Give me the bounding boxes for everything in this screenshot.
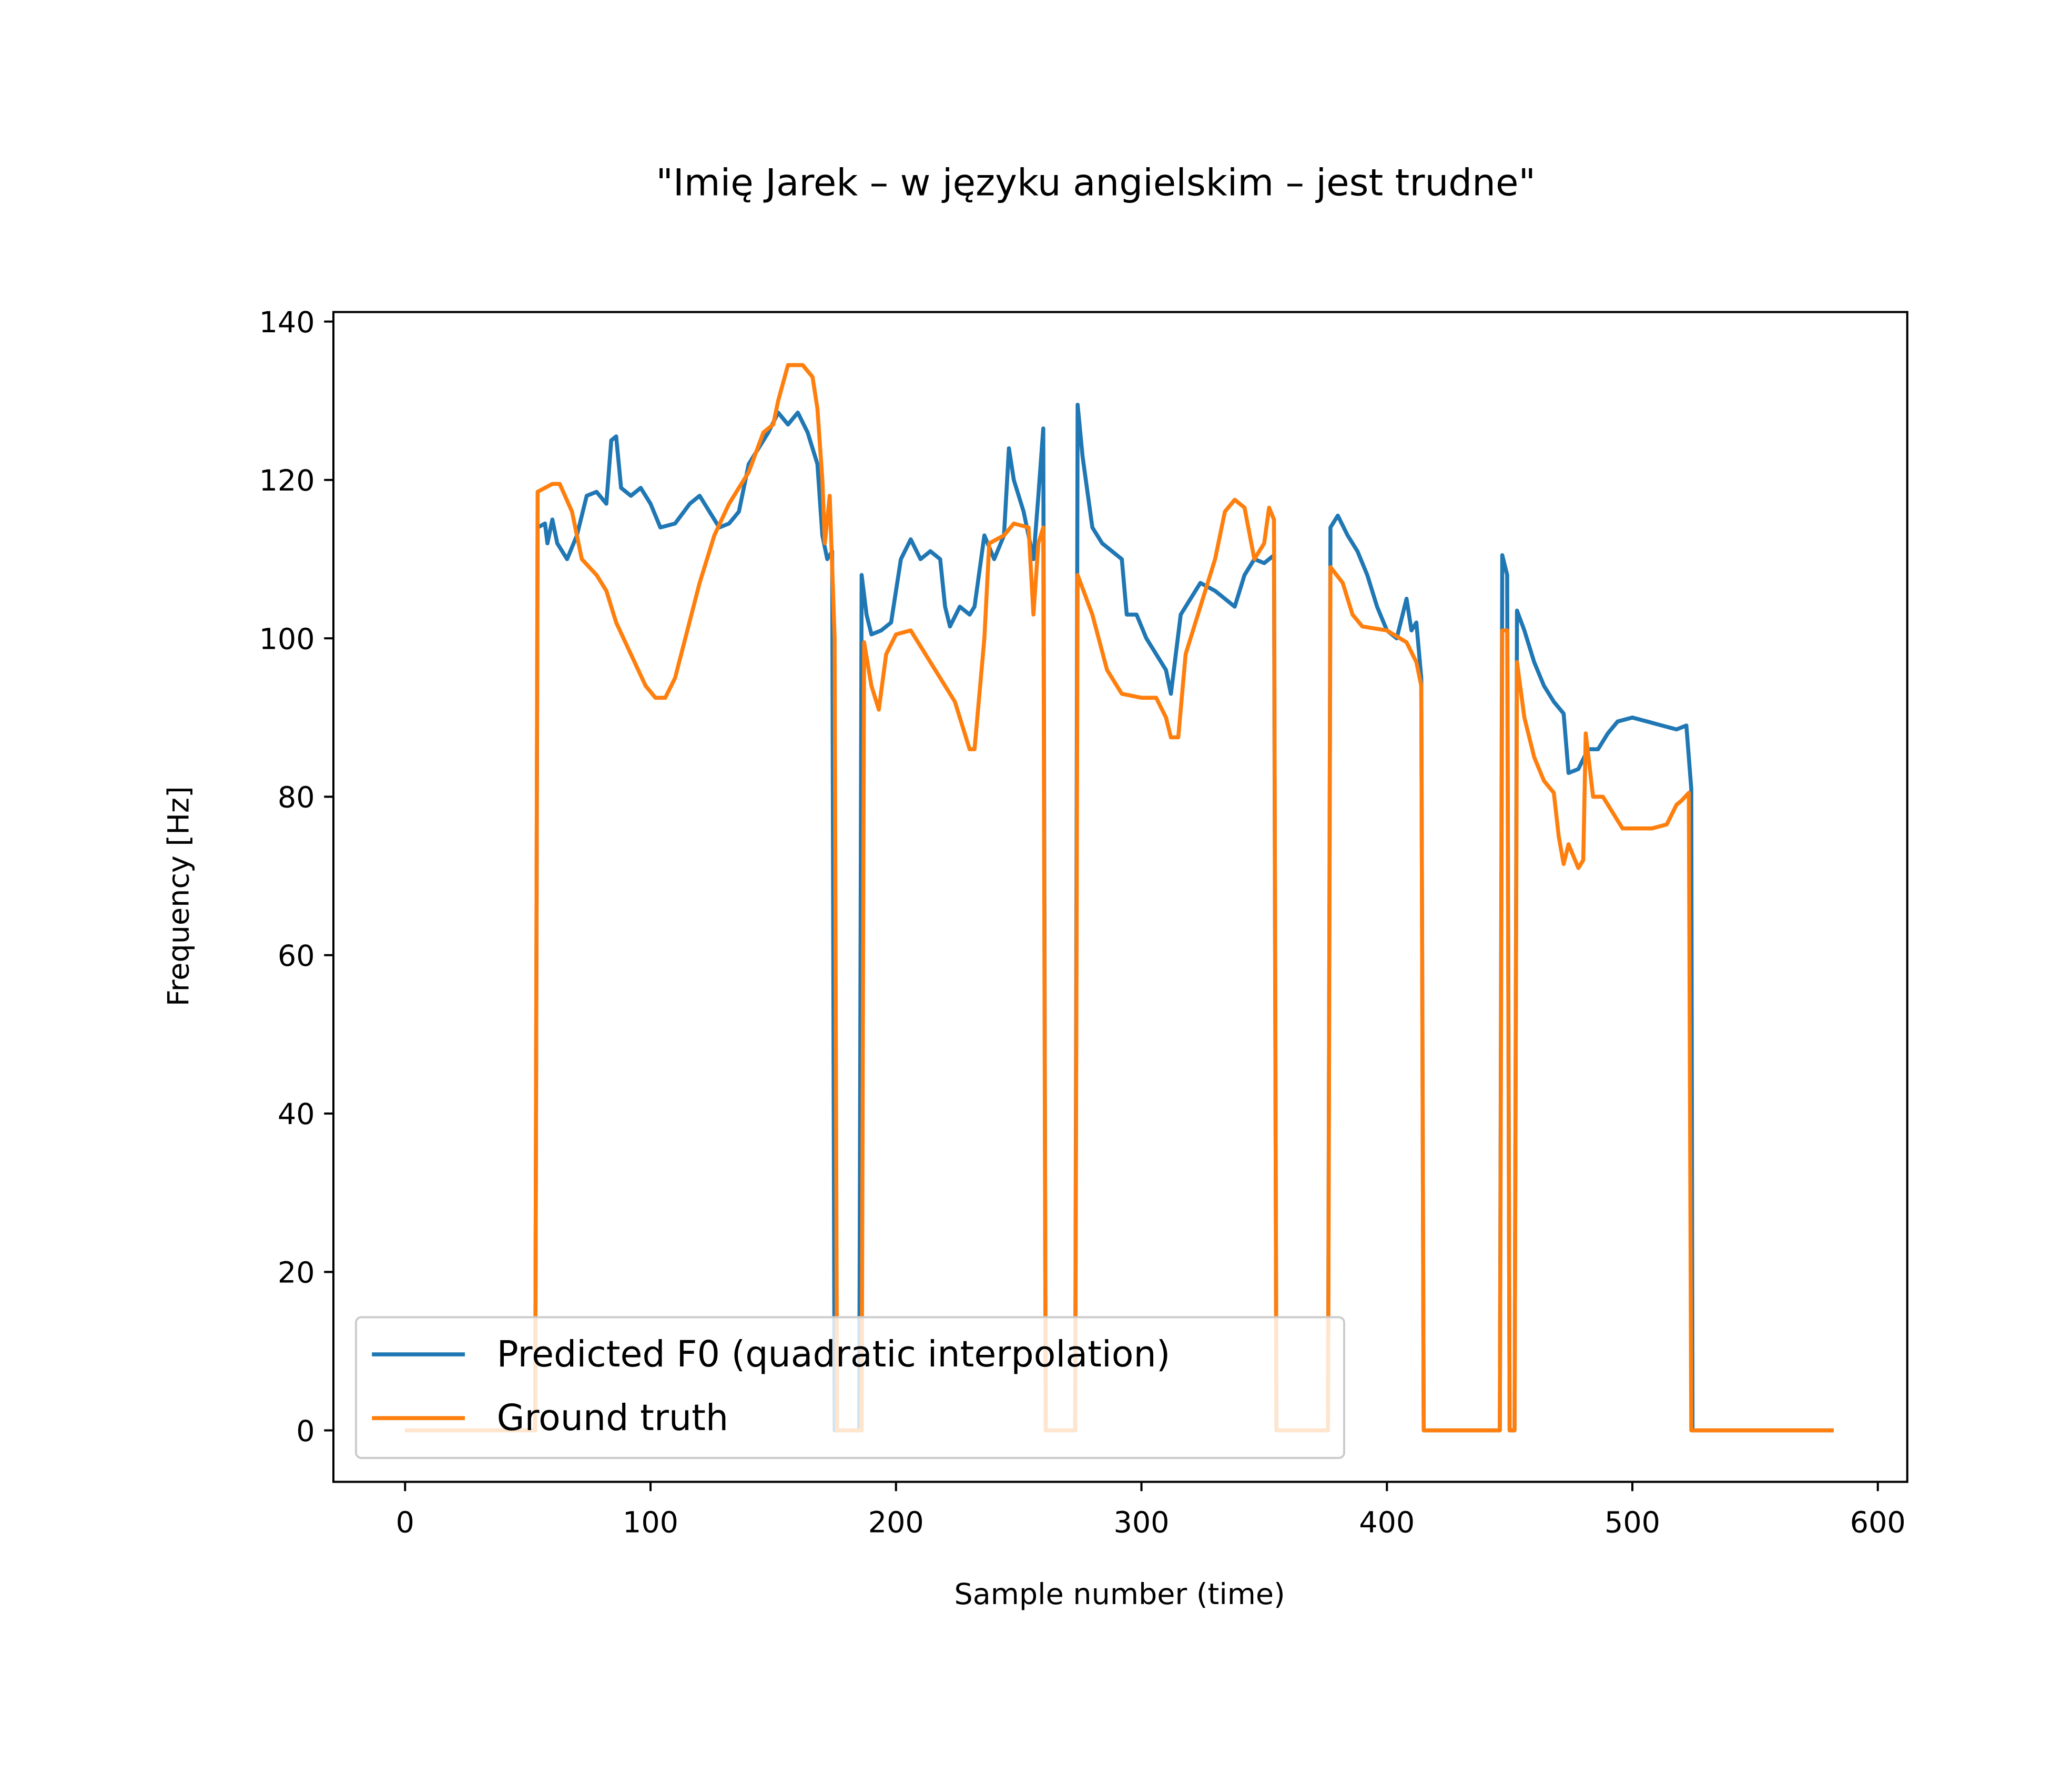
y-tick-label: 120 — [259, 464, 315, 498]
y-tick-label: 80 — [278, 781, 315, 815]
plot-frame — [332, 311, 1908, 1483]
x-tick-label: 100 — [623, 1506, 678, 1540]
y-tick-label: 140 — [259, 305, 315, 340]
y-tick-label: 40 — [278, 1097, 315, 1131]
x-tick-label: 0 — [396, 1506, 414, 1540]
data-line — [405, 363, 1834, 1433]
x-tick-label: 200 — [868, 1506, 924, 1540]
y-tick-label: 20 — [278, 1256, 315, 1290]
x-tick-label: 300 — [1113, 1506, 1169, 1540]
legend-label: Ground truth — [497, 1397, 728, 1439]
y-axis-label: Frequency [Hz] — [162, 786, 196, 1006]
x-axis-label: Sample number (time) — [954, 1577, 1285, 1611]
y-tick-label: 60 — [278, 939, 315, 973]
y-tick-label: 0 — [296, 1414, 314, 1448]
y-tick-label: 100 — [259, 622, 315, 656]
x-tick-label: 600 — [1850, 1506, 1906, 1540]
legend-box — [354, 1316, 1345, 1459]
legend-label: Predicted F0 (quadratic interpolation) — [497, 1334, 1171, 1375]
x-tick-label: 500 — [1604, 1506, 1660, 1540]
x-tick-label: 400 — [1359, 1506, 1415, 1540]
chart-title: "Imię Jarek – w języku angielskim – jest… — [656, 160, 1536, 204]
